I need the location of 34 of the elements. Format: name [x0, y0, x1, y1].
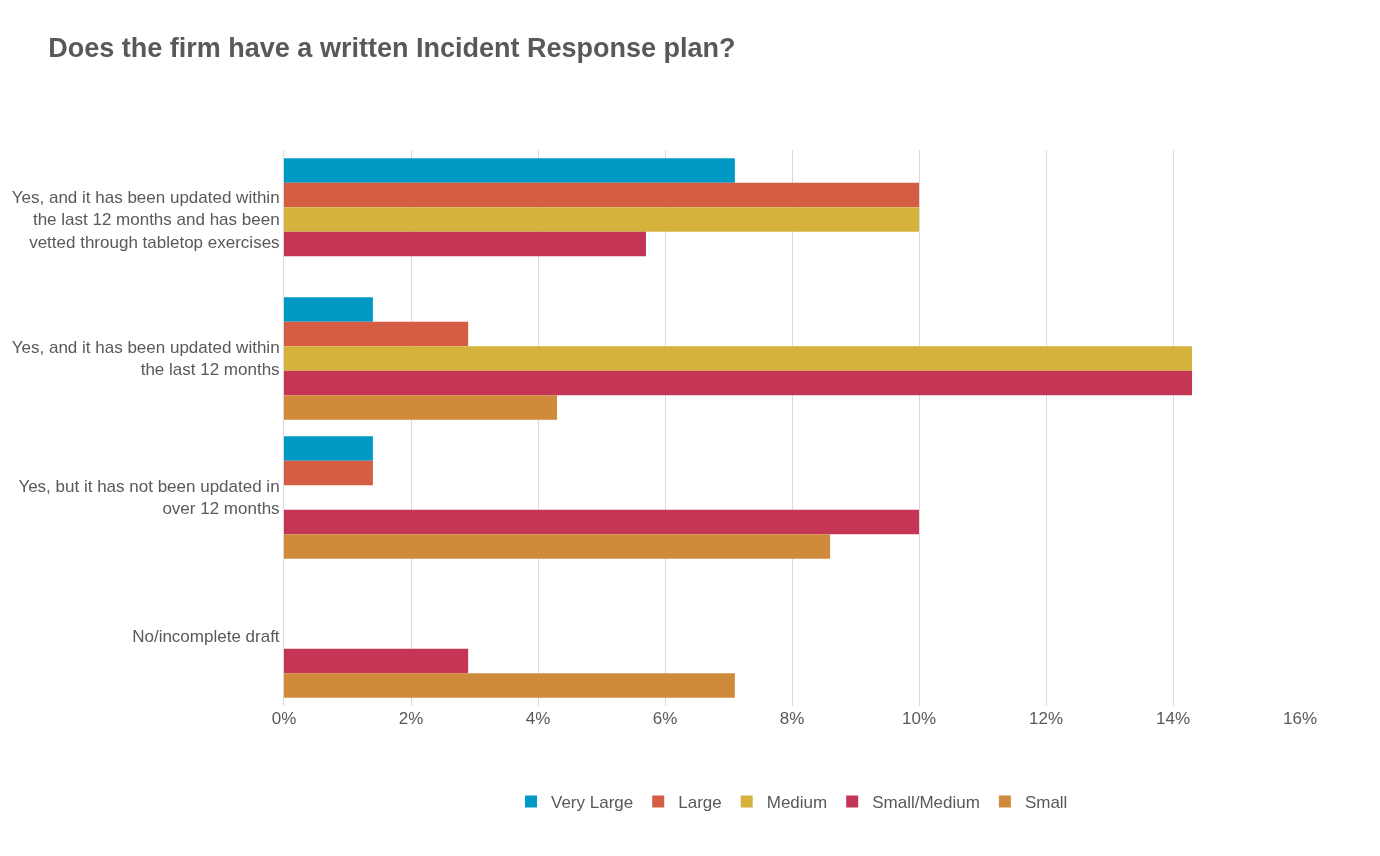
- bar: [284, 346, 1193, 371]
- legend-label: Small: [1024, 793, 1068, 813]
- bar: [284, 321, 469, 347]
- bar: [284, 395, 558, 420]
- x-tick-label: 12%: [1028, 709, 1064, 728]
- bar: [284, 207, 919, 232]
- bar: [284, 509, 919, 535]
- chart-title: Does the firm have a written Incident Response plan?: [48, 33, 736, 64]
- y-tick-label: Yes, and it has been updated within the last 12 months and has been vetted through tabletop exercises: [11, 188, 280, 252]
- bar: [284, 460, 373, 486]
- legend-label: Small/Medium: [872, 793, 980, 813]
- y-tick-label: Yes, but it has not been updated in over 12 months: [18, 477, 280, 519]
- x-tick-label: 0%: [271, 709, 297, 728]
- bar: [284, 158, 735, 183]
- x-tick-label: 4%: [525, 709, 551, 728]
- x-tick-label: 2%: [398, 709, 424, 728]
- y-tick-label: Yes, and it has been updated within the last 12 months: [11, 338, 280, 380]
- bar: [284, 648, 469, 674]
- y-tick-label: No/incomplete draft: [132, 627, 280, 647]
- bar: [284, 534, 831, 559]
- x-tick-label: 8%: [779, 709, 805, 728]
- bar: [284, 297, 373, 322]
- legend-label: Very Large: [551, 793, 634, 813]
- bar: [284, 673, 735, 698]
- x-tick-label: 14%: [1155, 709, 1191, 728]
- bar: [284, 436, 373, 461]
- legend-label: Large: [678, 793, 722, 813]
- x-tick-label: 16%: [1282, 709, 1318, 728]
- bar: [284, 370, 1193, 396]
- x-tick-label: 6%: [652, 709, 678, 728]
- bar: [284, 182, 919, 208]
- x-tick-label: 10%: [901, 709, 937, 728]
- bar: [284, 231, 646, 257]
- legend-label: Medium: [766, 793, 828, 813]
